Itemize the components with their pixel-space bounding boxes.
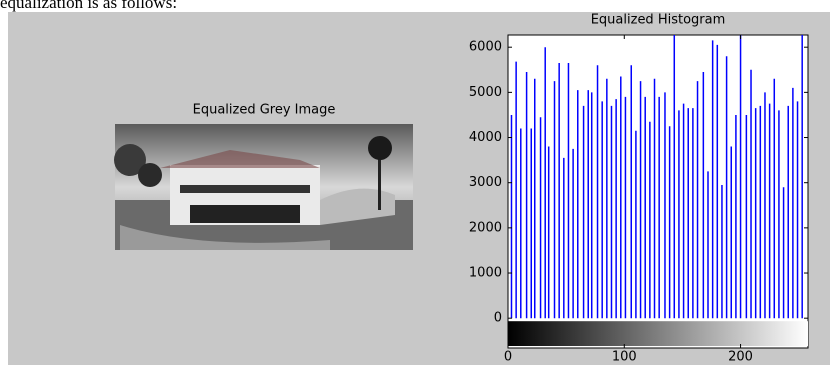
y-tick-label: 4000: [469, 130, 502, 145]
y-tick-label: 2000: [469, 220, 502, 235]
y-tick-label: 0: [494, 311, 502, 326]
y-tick-label: 6000: [469, 40, 502, 55]
x-tick-label: 200: [728, 350, 753, 365]
plot-area: [508, 35, 808, 348]
x-tick-label: 0: [504, 350, 512, 365]
chart-title: Equalized Histogram: [591, 13, 726, 28]
grey-image: [114, 124, 413, 250]
caption: equalization is as follows:: [0, 0, 177, 12]
image-title: Equalized Grey Image: [193, 103, 336, 118]
y-tick-label: 5000: [469, 85, 502, 100]
x-tick-label: 100: [612, 350, 637, 365]
figure: equalization is as follows: Equalized Gr…: [0, 0, 840, 365]
y-tick-label: 1000: [469, 266, 502, 281]
colorbar: [508, 321, 808, 346]
y-tick-label: 3000: [469, 175, 502, 190]
